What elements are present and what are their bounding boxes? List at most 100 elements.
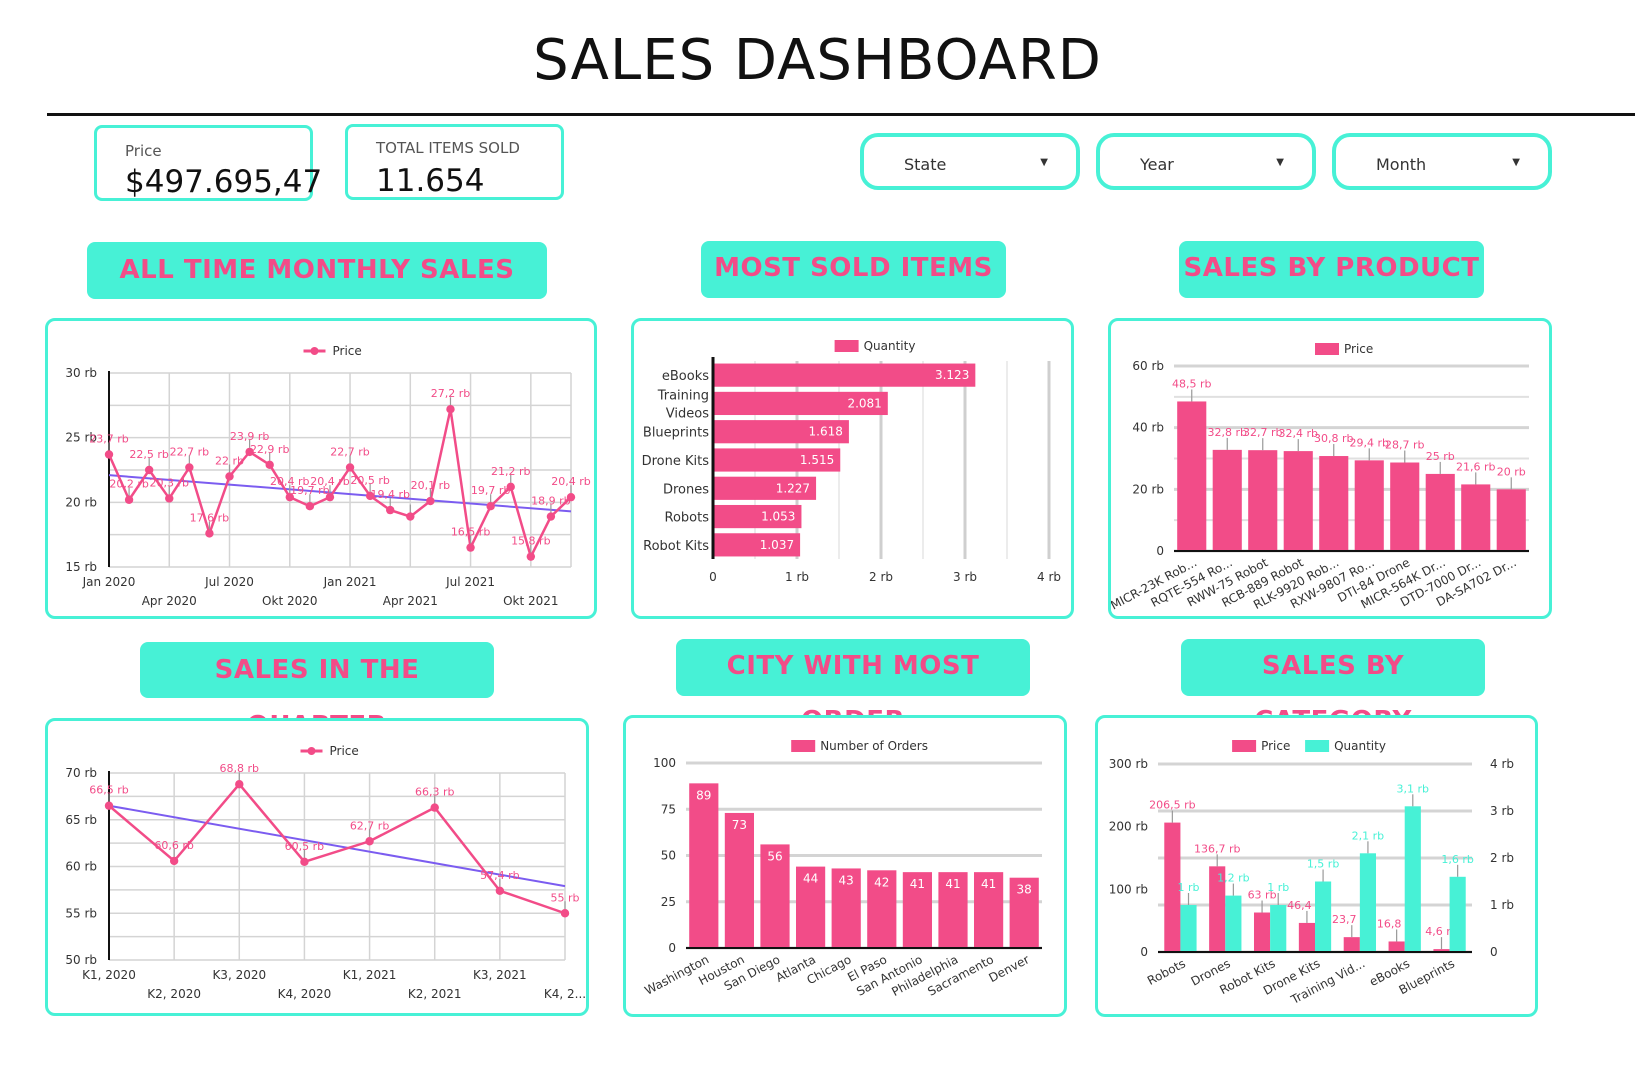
data-label: 60,6 rb: [154, 839, 194, 852]
monthly-sales-chart: Price 15 rb 20 rb 25 rb 30 rb Jan 2020 Jul 202…: [65, 344, 591, 608]
title-divider: [47, 113, 1635, 116]
y-tick-label: Training: [657, 388, 709, 403]
y-tick-label: 30 rb: [65, 366, 97, 380]
data-point: [325, 492, 335, 502]
x-tick-label: Robots: [1145, 956, 1188, 988]
bar-price: [1298, 922, 1315, 952]
legend-swatch-icon: [834, 340, 859, 352]
caret-down-icon: ▼: [1512, 157, 1520, 168]
bar-quantity: [1270, 905, 1287, 952]
bar: [1177, 401, 1207, 551]
data-point: [185, 463, 194, 472]
x-tick-label: K1, 2021: [343, 968, 397, 982]
bar: [713, 476, 817, 500]
most-sold-chart: Quantity 0 1 rb 2 rb 3 rb 4 rb 3.123 eBooks 2.08…: [642, 339, 1061, 584]
data-point: [566, 492, 576, 502]
month-filter-dropdown[interactable]: Month ▼: [1332, 133, 1552, 190]
year-filter-label: Year: [1140, 155, 1174, 174]
y-tick-label: 20 rb: [65, 495, 97, 509]
bar: [796, 866, 826, 948]
data-point: [526, 552, 536, 561]
bar: [902, 872, 932, 948]
x-tick-label: 1 rb: [785, 570, 809, 584]
data-label: 22,7 rb: [330, 445, 370, 458]
year-filter-dropdown[interactable]: Year ▼: [1096, 133, 1316, 190]
y-tick-label: 15 rb: [65, 560, 97, 574]
data-label: 41: [981, 877, 996, 891]
data-label: 16,5 rb: [451, 526, 491, 539]
y-tick-label: 0: [1156, 544, 1164, 558]
data-label: 32,7 rb: [1243, 426, 1283, 439]
data-point: [144, 465, 154, 475]
data-label: 29,4 rb: [1350, 436, 1390, 449]
y-tick-label-left: 0: [1140, 945, 1148, 959]
data-label: 38: [1017, 883, 1032, 897]
sales-by-category-chart: Price Quantity 0 100 rb 200 rb 300 rb 0 1 rb 2 r…: [1109, 739, 1514, 1007]
data-label: 22 rb: [215, 454, 244, 467]
data-label-quantity: 1,6 rb: [1441, 853, 1474, 866]
data-point: [205, 529, 214, 538]
y-tick-label: 25: [661, 895, 676, 909]
data-label: 20,4 rb: [310, 475, 350, 488]
y-tick-label: 60 rb: [65, 860, 97, 874]
legend-label: Price: [333, 344, 362, 358]
data-label: 22,7 rb: [170, 445, 210, 458]
bar: [831, 868, 861, 948]
bar: [713, 391, 888, 416]
x-tick-label: Jan 2020: [82, 575, 136, 589]
data-point: [235, 780, 244, 789]
data-label: 20,1 rb: [411, 479, 451, 492]
most-sold-panel: Quantity 0 1 rb 2 rb 3 rb 4 rb 3.123 eBooks 2.08…: [631, 318, 1074, 619]
data-label: 15,8 rb: [511, 535, 551, 548]
bar: [713, 363, 976, 387]
data-label: 23,7 rb: [89, 432, 129, 445]
data-label: 66,3 rb: [415, 786, 455, 799]
state-filter-dropdown[interactable]: State ▼: [860, 133, 1080, 190]
bar: [1248, 450, 1278, 551]
legend-marker-icon: [310, 347, 319, 355]
data-label: 19,7 rb: [290, 484, 330, 497]
data-label: 28,7 rb: [1385, 439, 1425, 452]
state-filter-label: State: [904, 155, 947, 174]
y-tick-label-right: 0: [1490, 945, 1498, 959]
x-tick-label: Jul 2021: [445, 575, 495, 589]
data-label: 21,2 rb: [491, 465, 531, 478]
header-sales-by-category: SALES BY CATEGORY: [1181, 639, 1485, 736]
city-orders-chart: Number of Orders025507510089Washington73…: [642, 739, 1042, 999]
data-point: [305, 502, 315, 511]
data-label: 27,2 rb: [431, 387, 471, 400]
header-sales-quarter: SALES IN THE QUARTER: [140, 642, 494, 741]
data-point: [300, 857, 309, 867]
bar: [1283, 451, 1313, 551]
legend-swatch-icon: [1232, 740, 1257, 752]
data-label: 1.618: [809, 425, 843, 439]
y-tick-label: 75: [661, 802, 676, 816]
y-tick-label: 50 rb: [65, 953, 97, 967]
y-tick-label: 50: [661, 849, 676, 863]
data-label: 20,4 rb: [270, 475, 310, 488]
data-label-quantity: 3,1 rb: [1397, 782, 1430, 795]
page-title: SALES DASHBOARD: [533, 28, 1102, 93]
data-point: [495, 886, 505, 896]
data-point: [506, 482, 515, 492]
bar: [867, 870, 897, 948]
y-tick-label-left: 200 rb: [1109, 820, 1148, 834]
legend-swatch-icon: [791, 740, 816, 752]
data-label: 20,5 rb: [350, 474, 390, 487]
bar: [1390, 462, 1420, 551]
data-point: [124, 495, 134, 504]
x-tick-label: K2, 2021: [408, 987, 462, 1001]
x-tick-label: Denver: [986, 952, 1031, 985]
bar: [938, 872, 968, 948]
data-label: 19,4 rb: [370, 488, 410, 501]
data-label-quantity: 1 rb: [1178, 881, 1200, 894]
data-label: 20,4 rb: [551, 475, 591, 488]
data-point: [365, 491, 375, 501]
data-label: 60,5 rb: [285, 840, 325, 853]
data-label: 1.037: [760, 538, 794, 552]
x-tick-label: Okt 2021: [503, 594, 558, 608]
bar: [713, 420, 849, 444]
caret-down-icon: ▼: [1040, 157, 1048, 168]
y-tick-label: 60 rb: [1132, 359, 1164, 373]
data-label: 17,6 rb: [190, 511, 230, 524]
